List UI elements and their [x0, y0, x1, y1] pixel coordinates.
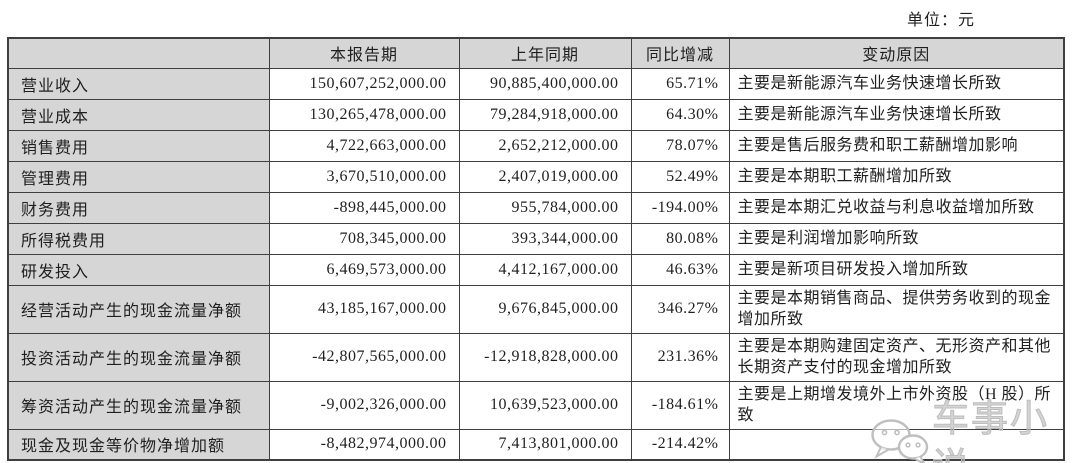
row-reason: 主要是售后服务费和职工薪酬增加影响	[728, 129, 1065, 162]
row-prior-value: -12,918,828,000.00	[458, 332, 632, 382]
row-current-value: 130,265,478,000.00	[268, 98, 460, 131]
row-prior-value: 2,652,212,000.00	[458, 129, 632, 162]
table-row: 所得税费用 708,345,000.00 393,344,000.00 80.0…	[7, 222, 1065, 255]
row-prior-value: 90,885,400,000.00	[458, 67, 632, 100]
row-prior-value: 7,413,801,000.00	[458, 428, 632, 461]
header-prior-period: 上年同期	[458, 37, 632, 69]
row-reason: 主要是上期增发境外上市外资股（H 股）所致	[728, 380, 1065, 430]
row-prior-value: 79,284,918,000.00	[458, 98, 632, 131]
row-prior-value: 4,412,167,000.00	[458, 253, 632, 286]
row-change-value: 346.27%	[630, 284, 730, 334]
table-row: 研发投入 6,469,573,000.00 4,412,167,000.00 4…	[7, 253, 1065, 286]
row-reason: 主要是本期汇兑收益与利息收益增加所致	[728, 191, 1065, 224]
row-current-value: 6,469,573,000.00	[268, 253, 460, 286]
row-prior-value: 955,784,000.00	[458, 191, 632, 224]
row-item-label: 经营活动产生的现金流量净额	[7, 284, 270, 334]
row-current-value: -9,002,326,000.00	[268, 380, 460, 430]
header-item	[7, 37, 270, 69]
row-change-value: -214.42%	[630, 428, 730, 461]
table-row: 财务费用 -898,445,000.00 955,784,000.00 -194…	[7, 191, 1065, 224]
row-current-value: -8,482,974,000.00	[268, 428, 460, 461]
row-item-label: 投资活动产生的现金流量净额	[7, 332, 270, 382]
row-change-value: -194.00%	[630, 191, 730, 224]
row-reason: 主要是利润增加影响所致	[728, 222, 1065, 255]
row-item-label: 财务费用	[7, 191, 270, 224]
row-change-value: 64.30%	[630, 98, 730, 131]
table-row: 经营活动产生的现金流量净额 43,185,167,000.00 9,676,84…	[7, 284, 1065, 334]
table-row: 销售费用 4,722,663,000.00 2,652,212,000.00 7…	[7, 129, 1065, 162]
row-current-value: 3,670,510,000.00	[268, 160, 460, 193]
row-current-value: 43,185,167,000.00	[268, 284, 460, 334]
row-current-value: 4,722,663,000.00	[268, 129, 460, 162]
table-row: 投资活动产生的现金流量净额 -42,807,565,000.00 -12,918…	[7, 332, 1065, 382]
row-change-value: -184.61%	[630, 380, 730, 430]
row-item-label: 研发投入	[7, 253, 270, 286]
header-current-period: 本报告期	[268, 37, 460, 69]
financial-comparison-table: 本报告期 上年同期 同比增减 变动原因 营业收入 150,607,252,000…	[7, 37, 1065, 461]
table-row: 管理费用 3,670,510,000.00 2,407,019,000.00 5…	[7, 160, 1065, 193]
row-reason: 主要是本期职工薪酬增加所致	[728, 160, 1065, 193]
header-change-reason: 变动原因	[728, 37, 1065, 69]
row-reason: 主要是本期购建固定资产、无形资产和其他长期资产支付的现金增加所致	[728, 332, 1065, 382]
row-prior-value: 10,639,523,000.00	[458, 380, 632, 430]
row-prior-value: 9,676,845,000.00	[458, 284, 632, 334]
unit-label: 单位：元	[906, 12, 975, 29]
table-row: 筹资活动产生的现金流量净额 -9,002,326,000.00 10,639,5…	[7, 380, 1065, 430]
row-item-label: 现金及现金等价物净增加额	[7, 428, 270, 461]
row-reason: 主要是本期销售商品、提供劳务收到的现金增加所致	[728, 284, 1065, 334]
row-item-label: 营业收入	[7, 67, 270, 100]
row-item-label: 营业成本	[7, 98, 270, 131]
table-header-row: 本报告期 上年同期 同比增减 变动原因	[7, 37, 1065, 69]
table-row: 营业成本 130,265,478,000.00 79,284,918,000.0…	[7, 98, 1065, 131]
row-item-label: 所得税费用	[7, 222, 270, 255]
header-yoy-change: 同比增减	[630, 37, 730, 69]
row-change-value: 52.49%	[630, 160, 730, 193]
table-row: 现金及现金等价物净增加额 -8,482,974,000.00 7,413,801…	[7, 428, 1065, 461]
row-change-value: 80.08%	[630, 222, 730, 255]
row-current-value: -898,445,000.00	[268, 191, 460, 224]
row-current-value: 150,607,252,000.00	[268, 67, 460, 100]
row-change-value: 231.36%	[630, 332, 730, 382]
row-change-value: 46.63%	[630, 253, 730, 286]
row-item-label: 销售费用	[7, 129, 270, 162]
row-change-value: 78.07%	[630, 129, 730, 162]
row-prior-value: 393,344,000.00	[458, 222, 632, 255]
row-current-value: 708,345,000.00	[268, 222, 460, 255]
row-change-value: 65.71%	[630, 67, 730, 100]
table-row: 营业收入 150,607,252,000.00 90,885,400,000.0…	[7, 67, 1065, 100]
row-item-label: 筹资活动产生的现金流量净额	[7, 380, 270, 430]
row-item-label: 管理费用	[7, 160, 270, 193]
row-current-value: -42,807,565,000.00	[268, 332, 460, 382]
row-reason: 主要是新项目研发投入增加所致	[728, 253, 1065, 286]
row-prior-value: 2,407,019,000.00	[458, 160, 632, 193]
row-reason: 主要是新能源汽车业务快速增长所致	[728, 98, 1065, 131]
row-reason: 主要是新能源汽车业务快速增长所致	[728, 67, 1065, 100]
row-reason	[728, 428, 1065, 461]
